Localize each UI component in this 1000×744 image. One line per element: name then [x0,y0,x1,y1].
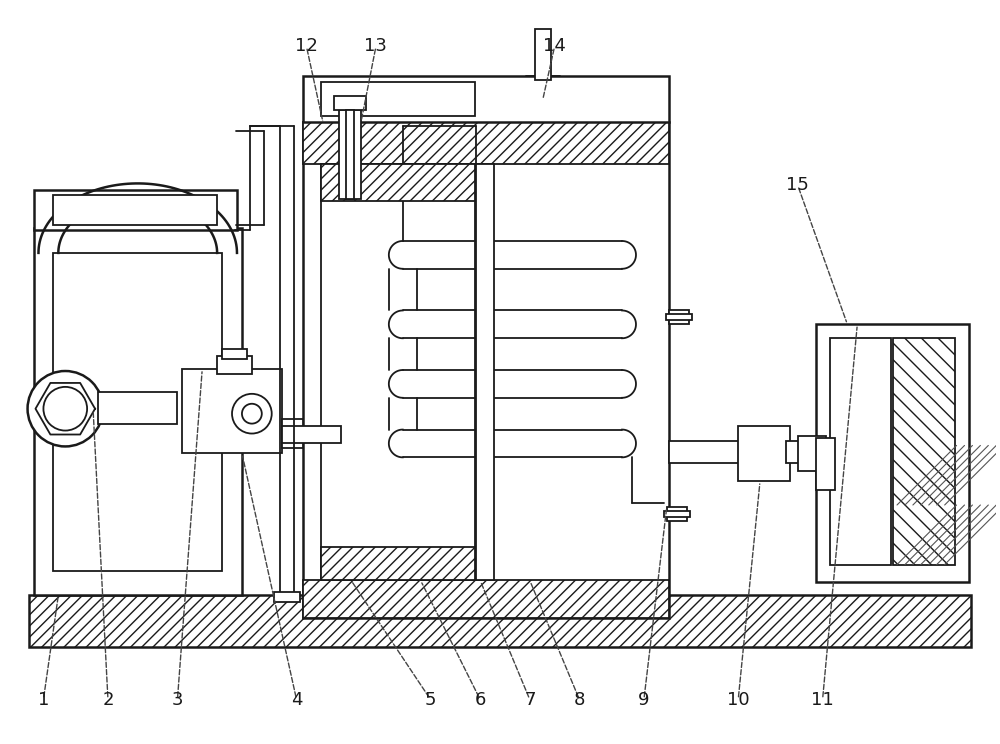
Bar [217,356,252,374]
Bar [535,28,551,80]
Text: 10: 10 [727,690,750,708]
Bar [339,110,361,199]
Text: 1: 1 [38,690,49,708]
Bar [53,253,222,571]
Bar [346,110,354,199]
Text: 12: 12 [295,37,318,56]
Bar [798,435,826,471]
Bar [669,441,743,464]
Text: 15: 15 [786,176,809,194]
Bar [321,164,475,580]
Text: 8: 8 [574,690,585,708]
Text: 4: 4 [291,690,302,708]
Bar [274,592,300,602]
Bar [282,419,303,449]
Bar [738,426,790,481]
Bar [222,349,247,359]
Text: 9: 9 [638,690,650,708]
Bar [282,426,341,443]
Bar [303,76,669,122]
Circle shape [242,404,262,423]
Bar [98,392,177,423]
Text: 2: 2 [102,690,114,708]
Bar [34,190,237,230]
Bar [830,339,891,565]
Bar [816,438,835,490]
Text: 7: 7 [524,690,536,708]
Text: 14: 14 [543,37,566,56]
Bar [303,122,669,618]
Bar [334,96,366,110]
Bar [664,511,690,517]
Bar [786,441,821,464]
Text: 6: 6 [474,690,486,708]
Circle shape [28,371,103,446]
Circle shape [232,394,272,434]
Bar [666,315,692,321]
Text: 3: 3 [172,690,183,708]
Text: 13: 13 [364,37,387,56]
Bar [303,122,669,164]
Bar [893,339,955,565]
Bar [816,324,969,583]
Bar [29,595,971,647]
Bar [669,310,689,324]
Bar [182,369,282,453]
Bar [667,507,687,521]
Bar [34,228,242,595]
Bar [321,164,475,202]
Circle shape [43,387,87,431]
Bar [53,196,217,225]
Bar [476,164,494,580]
Bar [321,82,475,116]
Bar [303,580,669,618]
Bar [321,547,475,580]
Text: 11: 11 [811,690,834,708]
Text: 5: 5 [425,690,436,708]
